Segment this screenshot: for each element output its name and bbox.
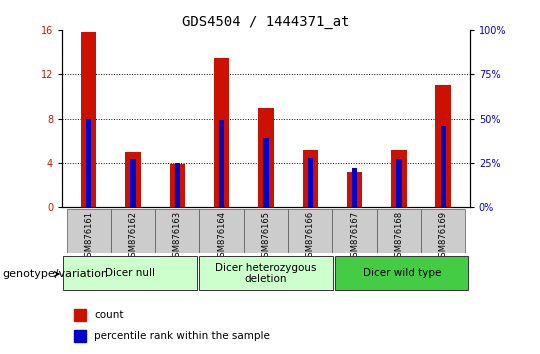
Bar: [155, 209, 199, 253]
Bar: [170, 164, 185, 207]
Bar: [219, 120, 224, 207]
Bar: [244, 209, 288, 253]
Text: percentile rank within the sample: percentile rank within the sample: [94, 331, 270, 341]
Bar: [174, 163, 180, 207]
Text: GSM876161: GSM876161: [84, 211, 93, 262]
Text: GSM876168: GSM876168: [394, 211, 403, 262]
Bar: [125, 152, 141, 207]
Bar: [199, 209, 244, 253]
Bar: [258, 108, 274, 207]
Bar: [214, 58, 230, 207]
Text: GSM876164: GSM876164: [217, 211, 226, 262]
Title: GDS4504 / 1444371_at: GDS4504 / 1444371_at: [182, 15, 350, 29]
Bar: [377, 209, 421, 253]
Text: genotype/variation: genotype/variation: [3, 269, 109, 279]
Bar: [86, 119, 91, 207]
Bar: [81, 32, 97, 207]
Text: GSM876163: GSM876163: [173, 211, 182, 262]
Bar: [111, 209, 155, 253]
Bar: [288, 209, 333, 253]
Bar: [347, 172, 362, 207]
Bar: [421, 209, 465, 253]
Bar: [308, 158, 313, 207]
Bar: [64, 256, 197, 290]
Bar: [441, 126, 446, 207]
Text: Dicer heterozygous
deletion: Dicer heterozygous deletion: [215, 263, 316, 284]
Bar: [264, 138, 268, 207]
Text: Dicer null: Dicer null: [105, 268, 155, 279]
Bar: [333, 209, 377, 253]
Bar: [435, 85, 451, 207]
Bar: [199, 256, 333, 290]
Bar: [130, 159, 136, 207]
Text: count: count: [94, 310, 124, 320]
Bar: [391, 149, 407, 207]
Bar: [352, 168, 357, 207]
Bar: [302, 149, 318, 207]
Bar: [66, 209, 111, 253]
Bar: [75, 309, 86, 321]
Text: GSM876167: GSM876167: [350, 211, 359, 262]
Bar: [75, 330, 86, 342]
Bar: [396, 159, 402, 207]
Text: GSM876169: GSM876169: [438, 211, 448, 262]
Bar: [335, 256, 468, 290]
Text: GSM876166: GSM876166: [306, 211, 315, 262]
Text: GSM876165: GSM876165: [261, 211, 271, 262]
Text: Dicer wild type: Dicer wild type: [363, 268, 441, 279]
Text: GSM876162: GSM876162: [129, 211, 138, 262]
